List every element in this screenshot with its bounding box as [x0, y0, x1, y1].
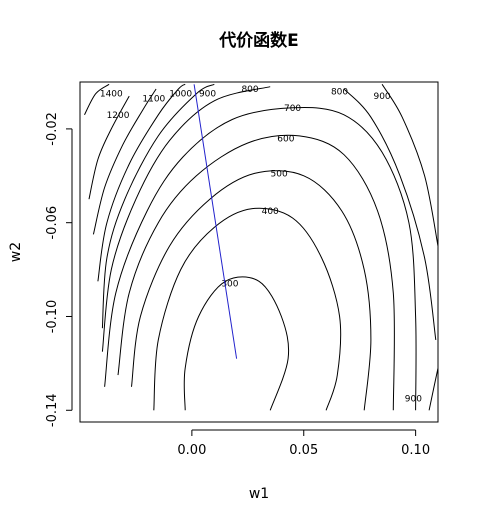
contour-label-700: 700	[284, 104, 301, 114]
x-axis: 0.00 0.05 0.10	[177, 429, 430, 458]
contour-line-900	[428, 367, 438, 411]
gradient-descent-path	[193, 84, 238, 359]
contour-label-900: 900	[199, 90, 216, 100]
x-tick-label: 0.00	[177, 443, 206, 458]
contour-line-1400	[84, 83, 110, 116]
contour-line-800	[101, 86, 271, 352]
plot-frame	[79, 81, 439, 423]
contour-label-1000: 1000	[169, 90, 192, 100]
contour-line-400	[153, 207, 342, 411]
contour-line-800	[343, 88, 437, 340]
contour-line-700	[104, 107, 417, 411]
y-axis-label: w2	[8, 242, 24, 262]
contour-label-500: 500	[271, 169, 288, 179]
y-tick-label: -0.10	[45, 300, 60, 334]
contour-label-900: 900	[373, 92, 390, 102]
contour-line-1100	[92, 88, 157, 235]
contour-label-1400: 1400	[100, 90, 123, 100]
contour-label-600: 600	[277, 134, 294, 144]
y-tick-label: -0.02	[45, 112, 60, 146]
contour-label-800: 800	[331, 87, 348, 97]
y-tick-label: -0.06	[45, 206, 60, 240]
contour-label-1100: 1100	[142, 94, 165, 104]
contour-labels: 300 400 500 600 700 800 800 900 900 900 1000 1100 12…	[100, 85, 422, 405]
contour-label-300: 300	[221, 280, 238, 290]
contour-label-400: 400	[262, 207, 279, 217]
contour-label-800: 800	[241, 85, 258, 95]
contour-line-600	[117, 134, 395, 411]
contour-lines	[84, 83, 438, 411]
y-tick-label: -0.14	[45, 393, 60, 427]
x-tick-label: 0.05	[289, 443, 318, 458]
contour-line-1000	[97, 83, 186, 282]
contour-label-900: 900	[405, 395, 422, 405]
x-axis-label: w1	[249, 486, 269, 502]
descent-path-layer	[193, 84, 238, 359]
contour-line-900	[101, 83, 215, 329]
contour-label-1200: 1200	[107, 111, 130, 121]
contour-line-500	[131, 170, 372, 411]
x-tick-label: 0.10	[401, 443, 430, 458]
contour-line-1200	[88, 95, 130, 200]
contour-line-300	[183, 276, 290, 411]
chart-title: 代价函数E	[218, 30, 299, 51]
y-axis: -0.02 -0.06 -0.10 -0.14	[45, 112, 73, 427]
contour-line-900	[381, 84, 438, 247]
